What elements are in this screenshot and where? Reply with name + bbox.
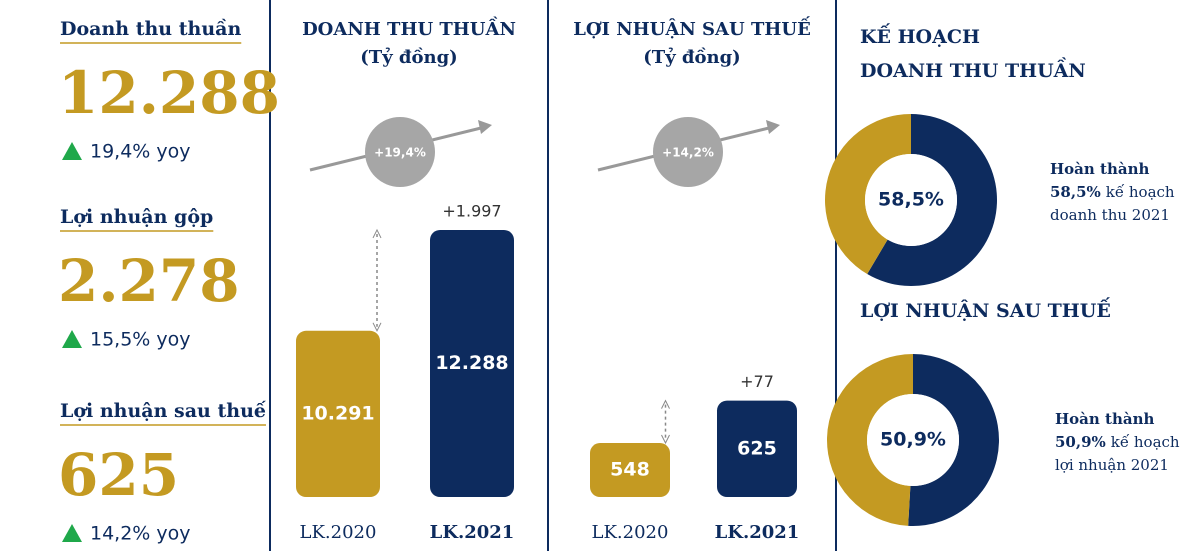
bar (590, 443, 670, 497)
arrowhead (372, 228, 382, 239)
kpi-value: 2.278 (58, 247, 240, 315)
bar (430, 229, 514, 497)
x-tick-label: LK.2020 (592, 522, 669, 543)
chart-title: LỢI NHUẬN SAU THUẾ (573, 15, 811, 40)
donut-slice (825, 114, 911, 275)
up-triangle (62, 330, 82, 348)
arrowhead (372, 322, 382, 332)
note-percent: 50,9% (1055, 433, 1106, 451)
chart-title: DOANH THU THUẦN (302, 15, 516, 40)
note: Hoàn thành (1055, 410, 1154, 428)
growth-arrowhead (766, 120, 780, 134)
growth-circle (365, 117, 435, 187)
bar-value-label: 12.288 (435, 352, 508, 374)
kpi-label: Doanh thu thuần (60, 18, 241, 40)
growth-label: +19,4% (374, 146, 426, 160)
growth-arrowhead (478, 120, 492, 134)
chart-subtitle: (Tỷ đồng) (360, 46, 457, 68)
note: 58,5% kế hoạch (1050, 183, 1175, 201)
panel-header: KẾ HOẠCH (860, 23, 980, 48)
donut-center-label: 58,5% (878, 189, 944, 211)
note-text: kế hoạch (1111, 433, 1180, 451)
bar-value-label: 548 (610, 459, 650, 481)
kpi-value: 12.288 (58, 59, 280, 127)
chart-title: DOANH THU THUẦN (860, 57, 1086, 82)
kpi-label: Lợi nhuận gộp (60, 206, 213, 228)
kpi-change: 19,4% yoy (90, 141, 191, 163)
difference-label: +77 (740, 372, 774, 391)
x-tick-label: LK.2021 (715, 522, 800, 543)
growth-circle (653, 117, 723, 187)
bar (717, 400, 797, 497)
up-triangle (62, 142, 82, 160)
note: doanh thu 2021 (1050, 206, 1170, 224)
donut-hole (865, 154, 957, 246)
kpi-change: 15,5% yoy (90, 329, 191, 351)
donut-slice (867, 114, 997, 286)
donut-center-label: 50,9% (880, 429, 946, 451)
x-tick-label: LK.2021 (430, 522, 515, 543)
note: Hoàn thành (1050, 160, 1149, 178)
growth-label: +14,2% (662, 146, 714, 160)
kpi-change: 14,2% yoy (90, 523, 191, 545)
kpi-value: 625 (58, 441, 179, 509)
kpi-label: Lợi nhuận sau thuế (60, 400, 267, 422)
note-text: kế hoạch (1106, 183, 1175, 201)
up-triangle (62, 524, 82, 542)
bar-value-label: 625 (737, 437, 777, 459)
note-percent: 58,5% (1050, 183, 1101, 201)
donut-slice (908, 354, 999, 526)
donut-hole (867, 394, 959, 486)
chart-subtitle: (Tỷ đồng) (643, 46, 740, 68)
x-tick-label: LK.2020 (300, 522, 377, 543)
note: 50,9% kế hoạch (1055, 433, 1180, 451)
donut-slice (826, 354, 913, 526)
arrowhead (661, 434, 670, 445)
arrowhead (661, 399, 670, 409)
chart-title: LỢI NHUẬN SAU THUẾ (860, 297, 1111, 322)
difference-label: +1.997 (442, 201, 501, 220)
bar-value-label: 10.291 (301, 402, 374, 424)
note: lợi nhuận 2021 (1055, 456, 1169, 474)
bar (296, 330, 380, 497)
